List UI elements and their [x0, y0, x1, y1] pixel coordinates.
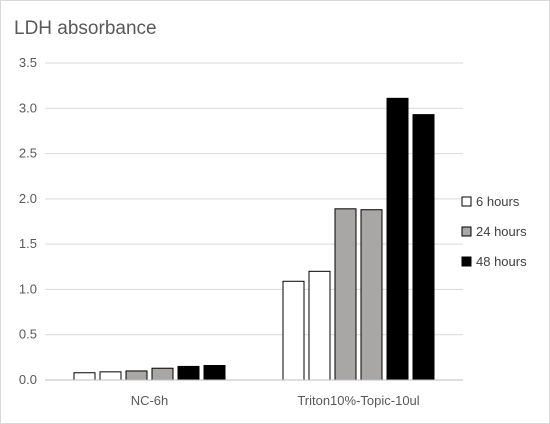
bar	[73, 372, 96, 381]
bars	[73, 97, 435, 381]
bar	[360, 209, 383, 381]
bar	[203, 365, 226, 381]
bar	[386, 97, 409, 381]
bar	[282, 280, 305, 381]
legend-swatch	[461, 196, 472, 207]
legend-swatch	[461, 226, 472, 237]
legend-label: 6 hours	[476, 194, 520, 209]
bar	[412, 114, 435, 381]
x-axis-ticks: NC-6h Triton10%-Topic-10ul	[45, 379, 463, 408]
y-tick-label: 2.5	[19, 146, 37, 161]
bar	[125, 370, 148, 381]
legend-label: 24 hours	[476, 224, 527, 239]
bar	[177, 365, 200, 381]
y-tick-label: 0.0	[19, 372, 37, 387]
y-tick-label: 2.0	[19, 191, 37, 206]
y-tick-label: 1.0	[19, 281, 37, 296]
y-axis-ticks: 0.0 0.5 1.0 1.5 2.0 2.5 3.0 3.5	[19, 55, 37, 387]
y-tick-label: 3.5	[19, 55, 37, 70]
bar	[334, 208, 357, 381]
bar	[308, 270, 331, 381]
y-tick-label: 1.5	[19, 236, 37, 251]
x-tick-label: Triton10%-Topic-10ul	[297, 393, 419, 408]
bar	[99, 371, 122, 381]
legend: 6 hours 24 hours 48 hours	[461, 194, 527, 269]
chart-title: LDH absorbance	[14, 18, 157, 39]
bar	[151, 367, 174, 381]
y-tick-label: 3.0	[19, 100, 37, 115]
y-tick-label: 0.5	[19, 327, 37, 342]
legend-label: 48 hours	[476, 254, 527, 269]
x-tick-label: NC-6h	[131, 393, 169, 408]
legend-swatch	[461, 256, 472, 267]
